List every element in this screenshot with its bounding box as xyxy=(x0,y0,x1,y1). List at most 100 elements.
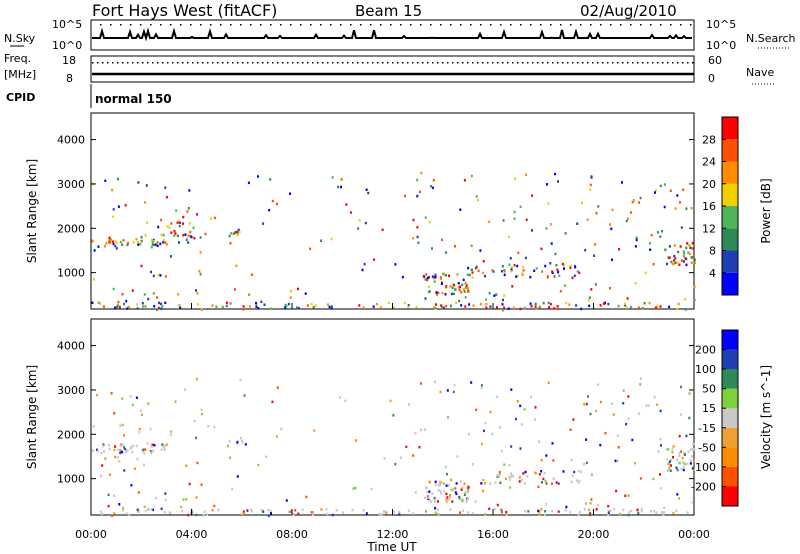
echo-cell xyxy=(682,468,685,472)
echo-cell xyxy=(615,489,618,493)
echo-cell xyxy=(147,297,150,301)
echo-cell xyxy=(137,510,140,513)
echo-cell xyxy=(580,470,583,473)
echo-cell xyxy=(475,195,478,198)
power-scatter xyxy=(91,171,696,312)
echo-cell xyxy=(501,303,504,306)
echo-cell xyxy=(693,448,696,451)
nsearch-tick-lo: 10^0 xyxy=(706,39,736,52)
echo-cell xyxy=(123,469,126,472)
nave-point xyxy=(512,62,514,64)
echo-cell xyxy=(439,277,442,280)
echo-cell xyxy=(325,508,328,511)
echo-cell xyxy=(482,429,485,433)
echo-cell xyxy=(684,308,687,311)
echo-cell xyxy=(459,285,461,289)
echo-cell xyxy=(577,481,580,484)
echo-cell xyxy=(455,492,458,496)
echo-cell xyxy=(512,306,515,310)
echo-cell xyxy=(527,510,530,513)
echo-cell xyxy=(164,301,167,305)
nave-point xyxy=(427,62,429,64)
echo-cell xyxy=(459,497,462,501)
echo-cell xyxy=(574,265,576,268)
freq-strip: Freq. [MHz] 18 8 60 0 Nave xyxy=(4,52,774,85)
echo-cell xyxy=(150,508,153,511)
nave-point xyxy=(597,62,599,64)
echo-cell xyxy=(556,305,559,308)
nave-point xyxy=(677,62,679,64)
echo-cell xyxy=(91,301,94,304)
echo-cell xyxy=(250,273,253,276)
echo-cell xyxy=(627,217,629,220)
echo-cell xyxy=(271,199,274,203)
echo-cell xyxy=(401,275,404,279)
echo-cell xyxy=(542,301,545,305)
nsearch-point xyxy=(530,24,532,26)
echo-cell xyxy=(150,238,153,242)
echo-cell xyxy=(537,485,540,488)
echo-cell xyxy=(351,508,354,512)
colorbar-segment xyxy=(722,161,738,184)
echo-cell xyxy=(165,196,168,199)
colorbar-segment xyxy=(722,349,738,370)
echo-cell xyxy=(109,241,112,244)
echo-cell xyxy=(213,425,216,429)
echo-cell xyxy=(244,443,247,446)
echo-cell xyxy=(179,305,182,308)
echo-cell xyxy=(436,293,438,297)
nsearch-point xyxy=(460,24,462,26)
echo-cell xyxy=(585,438,588,441)
echo-cell xyxy=(384,510,386,514)
echo-cell xyxy=(122,507,125,510)
echo-cell xyxy=(164,492,167,495)
nave-point xyxy=(107,62,109,64)
nave-point xyxy=(267,62,269,64)
echo-cell xyxy=(408,403,411,406)
nave-point xyxy=(272,62,274,64)
echo-cell xyxy=(418,445,421,449)
nsearch-point xyxy=(620,24,622,26)
nave-point xyxy=(172,62,174,64)
echo-cell xyxy=(682,254,685,258)
echo-cell xyxy=(640,507,643,511)
echo-cell xyxy=(603,302,606,305)
echo-cell xyxy=(108,241,110,244)
echo-cell xyxy=(647,404,650,407)
nsearch-point xyxy=(650,24,652,26)
echo-cell xyxy=(495,306,498,309)
echo-cell xyxy=(112,215,115,218)
echo-cell xyxy=(362,509,365,512)
echo-cell xyxy=(213,504,216,508)
echo-cell xyxy=(553,275,556,278)
colorbar-tick-label: 8 xyxy=(709,245,716,258)
echo-cell xyxy=(492,270,495,273)
power-y-label: Slant Range [km] xyxy=(25,159,39,263)
echo-cell xyxy=(573,274,576,277)
echo-cell xyxy=(128,513,131,516)
nave-point xyxy=(587,62,589,64)
echo-cell xyxy=(530,395,532,399)
echo-cell xyxy=(593,254,596,257)
echo-cell xyxy=(589,183,592,187)
nave-point xyxy=(242,62,244,64)
echo-cell xyxy=(519,307,522,311)
echo-cell xyxy=(160,218,163,222)
echo-cell xyxy=(445,492,448,496)
echo-cell xyxy=(557,510,560,513)
echo-cell xyxy=(243,394,246,397)
echo-cell xyxy=(550,242,553,245)
echo-cell xyxy=(442,482,445,485)
echo-cell xyxy=(443,306,445,310)
echo-cell xyxy=(689,462,692,465)
echo-cell xyxy=(289,192,291,195)
echo-cell xyxy=(692,442,695,446)
echo-cell xyxy=(463,482,466,485)
echo-cell xyxy=(544,510,547,513)
echo-cell xyxy=(159,274,162,277)
echo-cell xyxy=(503,463,506,466)
y-tick-label: 1000 xyxy=(57,267,85,280)
echo-cell xyxy=(127,241,130,245)
echo-cell xyxy=(93,278,95,281)
